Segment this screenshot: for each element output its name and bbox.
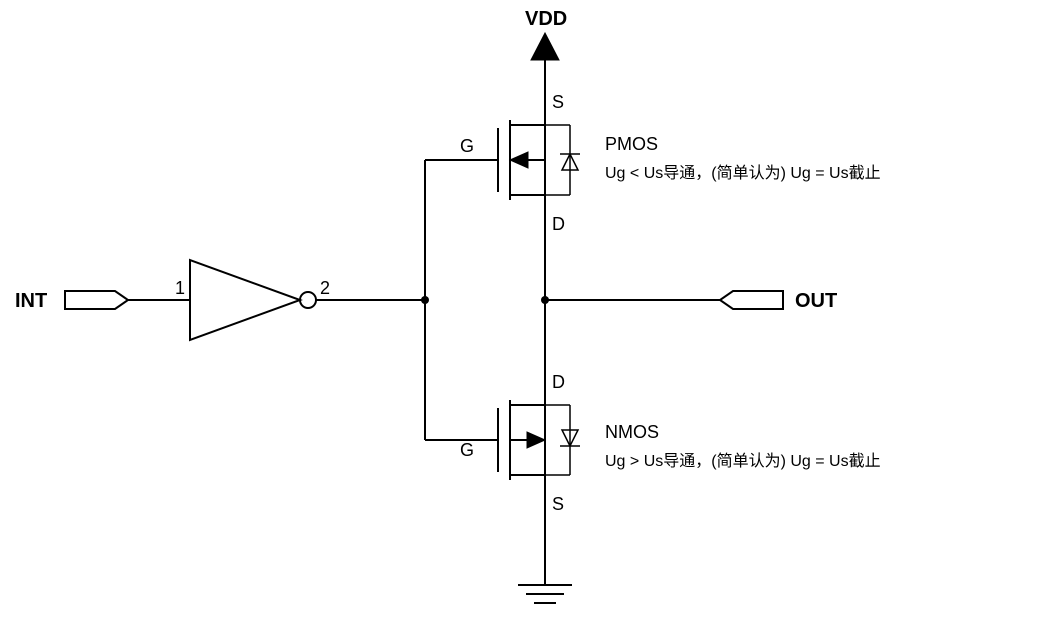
out-port-shape xyxy=(720,291,783,309)
pmos-g-label: G xyxy=(460,136,474,156)
circuit-diagram: INT 1 2 G xyxy=(0,0,1043,639)
pmos-desc: Ug < Us导通，(简单认为) Ug = Us截止 xyxy=(605,164,881,182)
int-label: INT xyxy=(15,290,47,312)
nmos-g-label: G xyxy=(460,440,474,460)
inverter: 2 xyxy=(190,260,429,340)
pmos-s-label: S xyxy=(552,92,564,112)
pmos-transistor: G S D PMOS Ug < Us导通，(简单认为) Ug = Us截止 xyxy=(425,92,881,234)
nmos-d-label: D xyxy=(552,372,565,392)
nmos-body-diode xyxy=(545,405,580,475)
nmos-s-label: S xyxy=(552,494,564,514)
int-port: INT 1 xyxy=(15,278,190,312)
pmos-d-label: D xyxy=(552,214,565,234)
pmos-body-diode xyxy=(545,125,580,195)
pmos-name: PMOS xyxy=(605,134,658,154)
vdd-label: VDD xyxy=(525,8,567,30)
nmos-transistor: G D S NMOS Ug > Us导通，(简单认为) Ug = Us截止 xyxy=(425,372,881,514)
vdd-arrow xyxy=(531,33,559,60)
out-port: OUT xyxy=(545,290,837,312)
nmos-name: NMOS xyxy=(605,422,659,442)
inverter-triangle xyxy=(190,260,300,340)
int-port-shape xyxy=(65,291,128,309)
nmos-arrow xyxy=(527,432,545,448)
nmos-desc: Ug > Us导通，(简单认为) Ug = Us截止 xyxy=(605,452,881,470)
pin1-label: 1 xyxy=(175,278,185,298)
pin2-label: 2 xyxy=(320,278,330,298)
out-label: OUT xyxy=(795,290,837,312)
